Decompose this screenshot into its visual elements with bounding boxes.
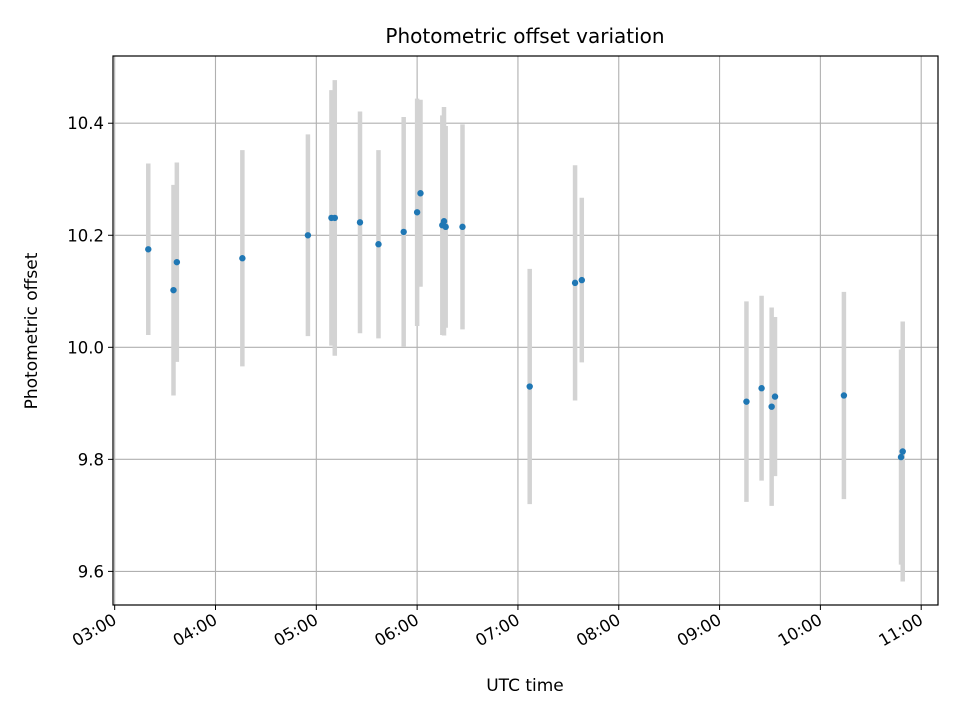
plot-frame [112,55,939,606]
data-point [170,286,177,294]
data-point [743,398,750,405]
data-point [571,279,579,287]
data-point [331,214,338,222]
y-tick-label: 10.0 [67,338,104,357]
y-axis: 9.6 9.8 10.0 10.2 10.4 [67,114,113,581]
data-point [442,223,449,231]
data-point [417,190,424,197]
y-tick-label: 10.2 [67,226,104,245]
data-point [899,448,906,455]
data-point [173,258,181,266]
data-point [239,255,246,262]
data-point [897,453,905,461]
data-point [413,209,421,216]
data-point [440,218,448,225]
data-point [400,228,407,236]
y-tick-label: 10.4 [67,114,104,133]
data-points [145,190,906,461]
data-point [356,219,364,226]
data-point [578,276,585,284]
data-point [526,383,533,390]
data-point [840,392,848,399]
data-point [375,241,382,248]
y-tick-label: 9.6 [78,562,104,581]
data-point [145,246,152,253]
data-point [459,223,466,231]
x-axis-label: UTC time [486,676,564,696]
y-tick-label: 9.8 [78,450,104,469]
y-axis-label: Photometric offset [22,252,42,409]
data-point [758,385,765,392]
grid [113,56,938,605]
data-point [304,232,312,239]
data-point [768,403,775,410]
data-point [771,393,779,400]
chart-title: Photometric offset variation [385,24,664,48]
